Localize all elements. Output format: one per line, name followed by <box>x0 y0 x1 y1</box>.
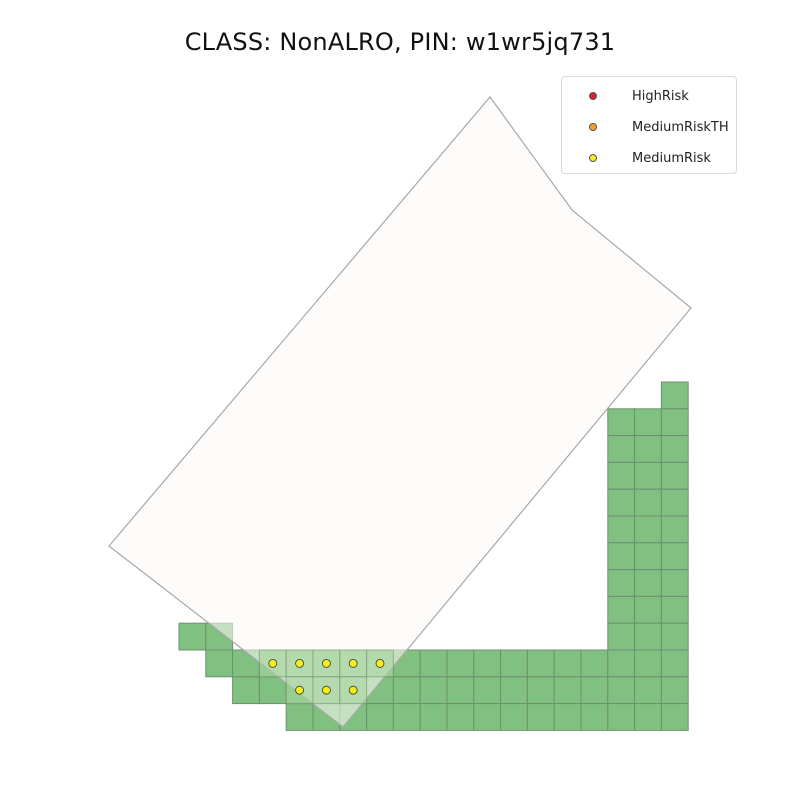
grid-cell <box>660 515 689 544</box>
risk-points-layer <box>268 659 385 695</box>
grid-cell <box>634 542 662 571</box>
grid-cell <box>553 649 582 678</box>
grid-cell <box>634 676 662 705</box>
grid-cell <box>660 435 689 463</box>
grid-cell <box>660 703 689 731</box>
grid-cell <box>634 461 662 490</box>
grid-cell <box>419 703 448 731</box>
grid-cell <box>473 703 502 731</box>
grid-cell <box>419 649 448 678</box>
grid-cell <box>500 703 528 731</box>
parcel-layer <box>108 96 692 728</box>
grid-cell <box>580 703 609 731</box>
grid-cell <box>607 622 636 651</box>
grid-cell <box>634 703 662 731</box>
grid-cell <box>660 461 689 490</box>
grid-cell <box>634 488 662 517</box>
grid-cell <box>634 649 662 678</box>
grid-cell <box>500 649 528 678</box>
grid-cell <box>607 595 636 624</box>
grid-cell <box>419 676 448 705</box>
grid-cell <box>526 649 555 678</box>
legend-label-mediumrisk: MediumRisk <box>632 150 711 166</box>
grid-cell <box>205 649 234 678</box>
risk-point-mediumrisk <box>295 685 305 695</box>
grid-cell <box>607 649 636 678</box>
grid-cell <box>634 622 662 651</box>
grid-cell <box>660 676 689 705</box>
grid-cell <box>607 703 636 731</box>
grid-cell <box>607 515 636 544</box>
grid-cell <box>446 703 475 731</box>
grid-cell <box>634 408 662 437</box>
grid-cell <box>526 676 555 705</box>
grid-cell <box>232 676 260 705</box>
grid-cell <box>178 622 207 651</box>
risk-point-mediumrisk <box>348 659 358 668</box>
grid-cell <box>634 569 662 597</box>
legend-marker-mediumrisk <box>589 154 597 162</box>
grid-cell <box>553 703 582 731</box>
risk-point-mediumrisk <box>375 659 385 668</box>
risk-point-mediumrisk <box>295 659 305 668</box>
grid-cell <box>285 703 314 731</box>
risk-point-mediumrisk <box>321 685 331 695</box>
legend: HighRisk MediumRiskTH MediumRisk <box>561 76 737 174</box>
chart-title: CLASS: NonALRO, PIN: w1wr5jq731 <box>184 28 616 56</box>
grid-cell <box>660 408 689 437</box>
legend-marker-mediumriskth <box>589 123 597 131</box>
grid-cell <box>607 408 636 437</box>
grid-cell <box>526 703 555 731</box>
risk-point-mediumrisk <box>321 659 331 668</box>
grid-cell <box>446 676 475 705</box>
grid-cell <box>660 488 689 517</box>
grid-cell <box>392 676 421 705</box>
grid-cell <box>258 676 287 705</box>
risk-point-mediumrisk <box>268 659 278 668</box>
grid-cell <box>634 435 662 463</box>
grid-cell <box>634 515 662 544</box>
legend-label-highrisk: HighRisk <box>632 88 689 104</box>
grid-cell <box>634 595 662 624</box>
grid-cell <box>660 542 689 571</box>
grid-cell <box>553 676 582 705</box>
grid-cell <box>607 676 636 705</box>
grid-cell <box>660 622 689 651</box>
grid-cell <box>580 676 609 705</box>
grid-cell <box>366 703 394 731</box>
grid-cell <box>473 676 502 705</box>
risk-point-mediumrisk <box>348 685 358 695</box>
grid-cell <box>660 649 689 678</box>
grid-cell <box>660 381 689 410</box>
grid-cell <box>660 595 689 624</box>
grid-cell <box>607 461 636 490</box>
grid-cell <box>500 676 528 705</box>
grid-cell <box>607 488 636 517</box>
parcel-polygon <box>108 96 692 728</box>
legend-label-mediumriskth: MediumRiskTH <box>632 119 729 135</box>
grid-cell <box>580 649 609 678</box>
legend-marker-highrisk <box>589 92 597 100</box>
grid-cell <box>607 435 636 463</box>
grid-cell <box>607 542 636 571</box>
grid-cells-overlay <box>258 649 394 705</box>
grid-cell <box>607 569 636 597</box>
grid-cell <box>473 649 502 678</box>
grid-cell <box>446 649 475 678</box>
grid-cell <box>392 703 421 731</box>
grid-cell <box>660 569 689 597</box>
